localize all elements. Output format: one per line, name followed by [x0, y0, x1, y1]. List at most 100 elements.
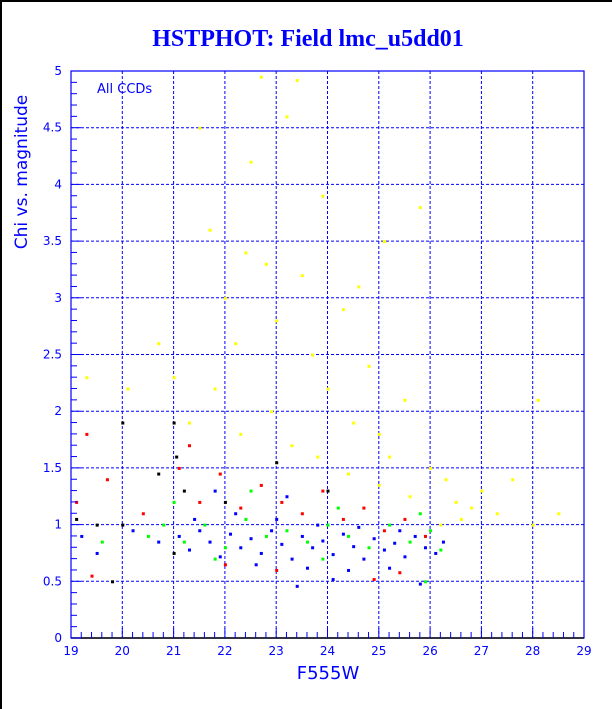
data-point-blue: [80, 534, 84, 538]
data-point-yellow: [234, 342, 238, 346]
data-point-blue: [352, 545, 356, 549]
data-point-blue: [441, 540, 445, 544]
data-point-yellow: [311, 353, 315, 357]
x-tick-label: 24: [320, 644, 335, 658]
data-point-red: [321, 489, 325, 493]
data-point-green: [244, 517, 248, 521]
x-tick-label: 25: [371, 644, 386, 658]
y-tick-label: 1: [54, 518, 62, 532]
y-tick-label: 4: [54, 177, 62, 191]
data-point-red: [141, 512, 145, 516]
data-point-blue: [311, 546, 315, 550]
data-point-yellow: [347, 472, 351, 476]
data-point-yellow: [531, 523, 535, 527]
data-point-blue: [295, 584, 299, 588]
data-point-blue: [305, 566, 309, 570]
data-point-green: [100, 540, 104, 544]
data-point-green: [203, 523, 207, 527]
x-tick-label: 20: [115, 644, 130, 658]
data-point-blue: [347, 568, 351, 572]
data-point-blue: [229, 532, 233, 536]
x-tick-label: 27: [474, 644, 489, 658]
data-point-red: [218, 472, 222, 476]
data-point-blue: [331, 578, 335, 582]
data-point-red: [280, 500, 284, 504]
data-point-red: [177, 466, 181, 470]
data-point-yellow: [470, 506, 474, 510]
data-point-green: [326, 523, 330, 527]
data-point-yellow: [187, 421, 191, 425]
data-point-blue: [208, 540, 212, 544]
data-point-black: [172, 551, 176, 555]
data-point-black: [172, 421, 176, 425]
x-tick-label: 26: [422, 644, 437, 658]
data-point-yellow: [367, 364, 371, 368]
data-point-blue: [157, 540, 161, 544]
y-axis-label: Chi vs. magnitude: [12, 94, 32, 250]
data-point-blue: [275, 517, 279, 521]
data-point-black: [121, 421, 125, 425]
data-point-blue: [193, 517, 197, 521]
x-tick-label: 19: [63, 644, 78, 658]
data-point-green: [162, 523, 166, 527]
data-point-red: [275, 568, 279, 572]
data-point-blue: [290, 557, 294, 561]
data-point-red: [372, 578, 376, 582]
x-tick-label: 21: [166, 644, 181, 658]
data-point-blue: [131, 529, 135, 533]
x-tick-label: 22: [217, 644, 232, 658]
data-point-yellow: [85, 376, 89, 380]
data-point-yellow: [275, 319, 279, 323]
data-point-blue: [423, 546, 427, 550]
data-point-blue: [331, 553, 335, 557]
data-point-green: [439, 548, 443, 552]
data-point-red: [398, 571, 402, 575]
y-tick-label: 5: [54, 64, 62, 78]
y-tick-label: 0: [54, 631, 62, 645]
data-point-blue: [434, 551, 438, 555]
data-point-yellow: [213, 387, 217, 391]
data-point-black: [223, 500, 227, 504]
data-point-red: [90, 574, 94, 578]
data-point-blue: [398, 529, 402, 533]
data-point-green: [408, 540, 412, 544]
data-point-blue: [280, 542, 284, 546]
data-point-green: [223, 546, 227, 550]
data-point-green: [182, 540, 186, 544]
data-point-yellow: [198, 126, 202, 130]
data-point-red: [403, 517, 407, 521]
data-point-blue: [177, 534, 181, 538]
chart-title: HSTPHOT: Field lmc_u5dd01: [152, 26, 464, 52]
data-point-green: [213, 557, 217, 561]
data-point-yellow: [316, 455, 320, 459]
data-point-blue: [418, 582, 422, 586]
data-point-blue: [234, 512, 238, 516]
data-point-black: [157, 472, 161, 476]
data-point-blue: [285, 495, 289, 499]
data-point-blue: [382, 548, 386, 552]
data-point-green: [321, 557, 325, 561]
x-tick-label: 23: [269, 644, 284, 658]
data-point-blue: [357, 525, 361, 529]
data-point-black: [182, 489, 186, 493]
data-point-blue: [388, 566, 392, 570]
data-point-green: [264, 534, 268, 538]
data-point-blue: [95, 551, 99, 555]
data-point-yellow: [377, 432, 381, 436]
data-point-red: [85, 432, 89, 436]
data-point-yellow: [285, 115, 289, 119]
data-point-red: [300, 512, 304, 516]
data-point-yellow: [249, 160, 253, 164]
y-tick-label: 2: [54, 404, 62, 418]
data-point-green: [367, 546, 371, 550]
y-tick-label: 4.5: [43, 121, 62, 135]
data-point-green: [146, 534, 150, 538]
data-point-blue: [403, 555, 407, 559]
data-point-blue: [362, 557, 366, 561]
data-point-green: [388, 523, 392, 527]
data-point-yellow: [244, 251, 248, 255]
data-point-yellow: [557, 512, 561, 516]
data-point-yellow: [418, 206, 422, 210]
data-point-blue: [259, 551, 263, 555]
data-point-yellow: [439, 523, 443, 527]
